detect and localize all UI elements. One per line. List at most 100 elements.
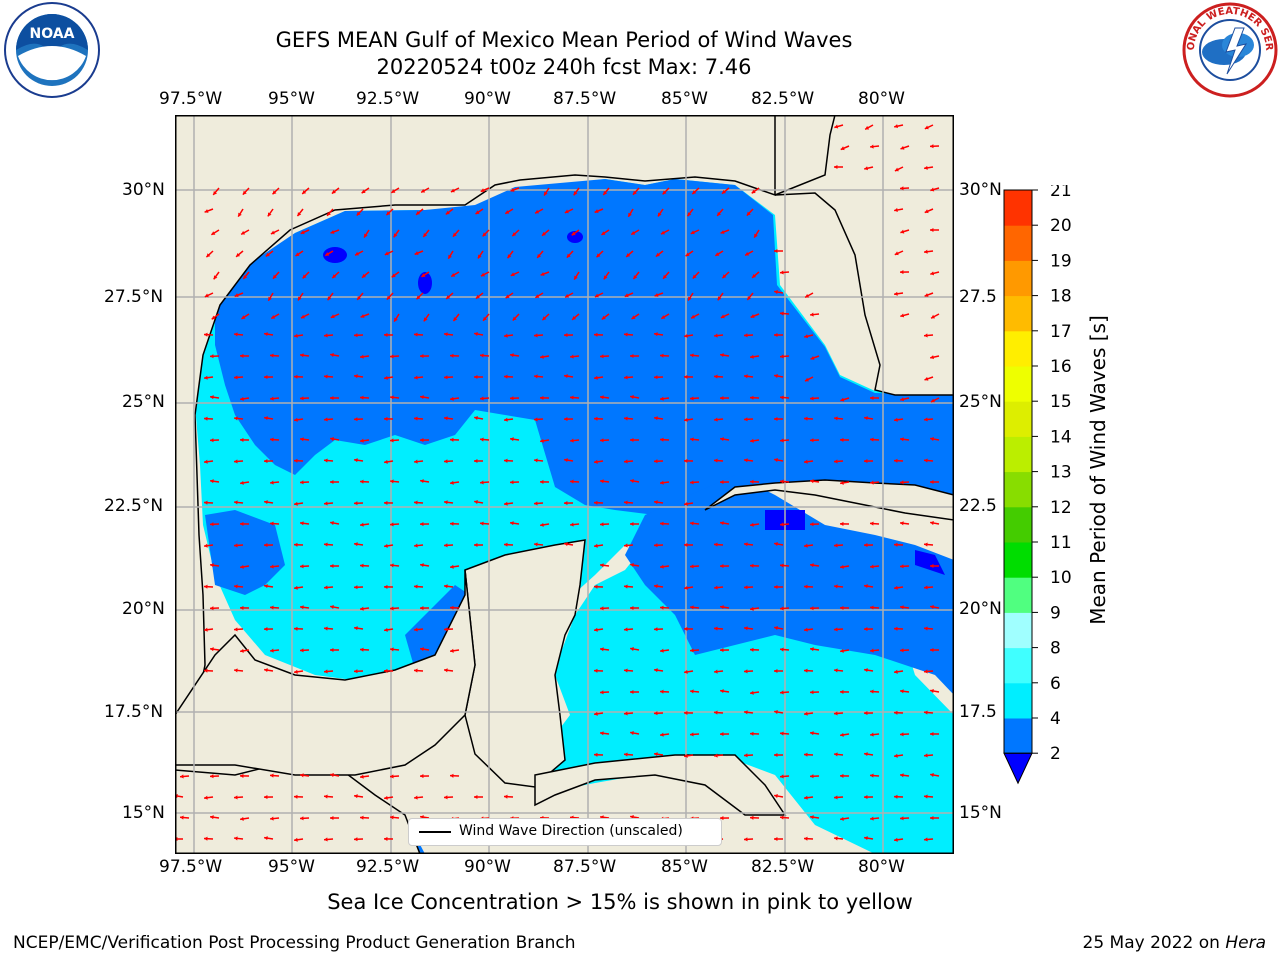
wave-arrow-head [384, 584, 388, 589]
wave-arrow-head [684, 458, 688, 463]
wave-arrow-head [264, 627, 268, 632]
wave-arrow-head [570, 395, 574, 400]
wave-arrow-head [780, 774, 784, 779]
wave-arrow-head [512, 316, 517, 321]
colorbar-segment [1004, 471, 1032, 508]
wave-arrow-head [534, 333, 538, 338]
wave-arrow-head [690, 521, 694, 526]
wave-arrow-head [361, 189, 366, 194]
wave-arrow-head [780, 522, 784, 527]
wave-arrow-head [720, 353, 724, 358]
wave-arrow-head [354, 374, 358, 379]
wave-arrow-head [240, 480, 244, 485]
wave-arrow-head [510, 521, 514, 526]
wave-arrow-head [324, 542, 328, 547]
wave-arrow-head [474, 500, 478, 505]
wave-arrow-head [391, 189, 396, 193]
wave-arrow-head [210, 815, 214, 820]
wave-arrow-head [204, 795, 208, 800]
wave-arrow-head [660, 396, 664, 401]
wave-arrow-head [663, 274, 667, 279]
wave-arrow-head [423, 233, 428, 237]
wave-arrow-head [330, 647, 334, 653]
wave-arrow-head [384, 668, 388, 673]
wave-arrow-head [685, 252, 690, 257]
wave-arrow-head [357, 295, 361, 300]
wave-arrow-head [601, 315, 606, 320]
lon-label-bottom: 82.5°W [751, 857, 815, 877]
wave-arrow-head [594, 293, 599, 298]
wave-arrow-head [717, 296, 722, 301]
wave-arrow-head [870, 732, 874, 737]
wave-arrow-head [804, 711, 808, 716]
wave-arrow-head [603, 275, 608, 280]
wave-arrow-head [594, 209, 599, 213]
colorbar-segment [1004, 506, 1032, 543]
wave-arrow-head [570, 522, 574, 527]
wave-arrow-head [900, 186, 904, 191]
wave-arrow-head [294, 417, 298, 422]
wave-arrow-head [324, 669, 328, 674]
wave-arrow-head [240, 648, 244, 653]
wave-arrow-head [840, 146, 845, 151]
colorbar-segment [1004, 577, 1032, 613]
wave-arrow-head [930, 773, 934, 778]
wave-arrow-head [930, 563, 934, 569]
wave-arrow-head [270, 564, 274, 569]
colorbar-segment [1004, 295, 1032, 332]
wave-arrow-head [504, 542, 508, 547]
wave-arrow-head [720, 437, 724, 442]
wave-arrow-head [360, 354, 364, 359]
wave-arrow-head [690, 564, 694, 569]
wave-arrow-head [324, 458, 328, 463]
wave-arrow-head [714, 417, 718, 422]
wave-arrow-head [540, 272, 545, 276]
wave-arrow-head [654, 292, 659, 297]
wave-arrow-head [900, 313, 905, 318]
wave-arrow-head [924, 165, 928, 170]
wave-arrow-head [924, 542, 928, 547]
wave-arrow-head [840, 437, 844, 442]
wave-arrow-head [900, 270, 904, 275]
wave-arrow-head [414, 668, 418, 673]
wave-arrow-head [210, 479, 214, 484]
wave-arrow-head [660, 732, 664, 737]
wave-arrow-head [480, 521, 484, 526]
wave-arrow-head [744, 585, 748, 590]
wave-arrow-head [300, 521, 304, 526]
wave-arrow-head [594, 375, 598, 380]
wave-arrow-head [450, 605, 454, 610]
wave-arrow-head [534, 501, 538, 506]
wave-arrow-head [714, 542, 718, 547]
colorbar-tick-label: 17 [1050, 322, 1072, 342]
map-legend: Wind Wave Direction (unscaled) [408, 818, 722, 846]
colorbar-tick-label: 6 [1050, 674, 1061, 694]
wave-arrow-head [360, 647, 364, 652]
wave-arrow-head [864, 166, 869, 171]
wave-arrow-head [930, 355, 934, 360]
deep-patch [567, 231, 583, 243]
wave-arrow-head [714, 458, 718, 463]
wave-arrow-head [630, 563, 634, 568]
wave-arrow-head [294, 333, 298, 338]
wave-arrow-head [386, 295, 391, 300]
wave-arrow-head [510, 353, 514, 358]
wave-arrow-head [624, 711, 628, 716]
wave-arrow-head [660, 480, 664, 485]
deep-patch [915, 550, 945, 575]
wave-arrow-head [924, 333, 928, 338]
wave-arrow-head [420, 479, 424, 484]
wave-arrow-head [448, 254, 452, 259]
wave-arrow-head [234, 375, 238, 380]
colorbar-tick-label: 4 [1050, 709, 1061, 729]
wave-arrow-head [450, 648, 454, 653]
wave-arrow-head [630, 731, 634, 736]
wave-arrow-head [300, 353, 304, 358]
wave-arrow-head [504, 374, 508, 379]
wave-arrow-head [272, 190, 277, 195]
colorbar: 2 4 6 8 9 10 11 12 13 14 15 16 17 18 19 20 21 [1003, 185, 1072, 785]
wave-arrow-head [354, 837, 358, 842]
wave-arrow-head [750, 647, 754, 652]
lon-label-top: 97.5°W [159, 89, 223, 109]
wave-arrow-head [690, 689, 694, 694]
